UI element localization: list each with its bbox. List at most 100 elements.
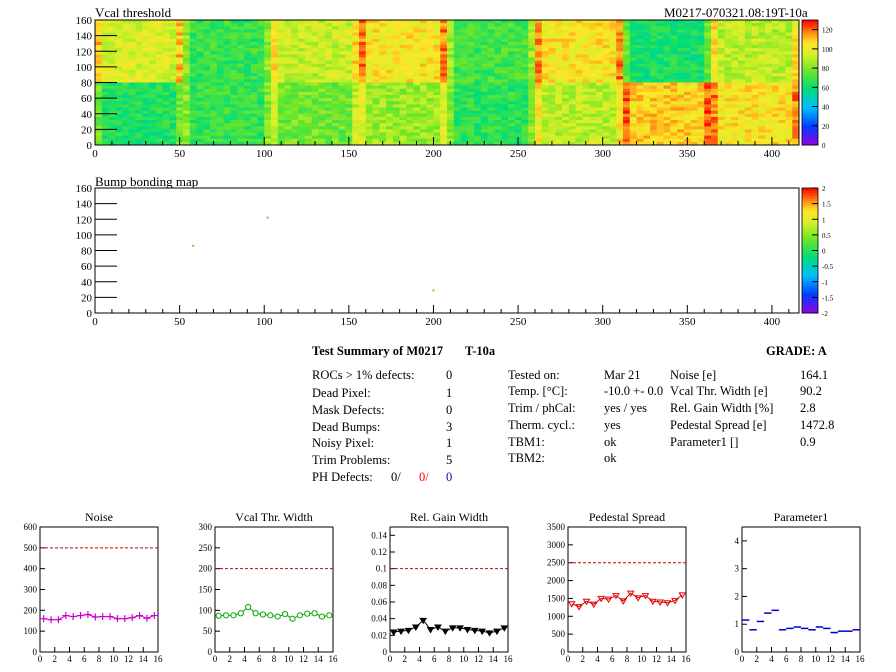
summary-plot-3-xtick-label-8: 16 (682, 654, 692, 664)
vcal-scale-band (802, 45, 818, 48)
col3-label-3: Pedestal Spread [e] (670, 418, 767, 432)
bump-xtick-label-2: 100 (256, 316, 273, 328)
summary-plot-3-xtick-label-2: 4 (595, 654, 600, 664)
bump-xtick-label-0: 0 (92, 316, 98, 328)
summary-plot-0-point-10 (113, 615, 121, 623)
summary-plot-3-ytick-label-5: 2500 (547, 558, 566, 568)
summary-plot-frame-3 (567, 526, 687, 653)
summary-plot-0-xtick-label-7: 14 (139, 654, 149, 664)
vcal-heat-cells (95, 20, 800, 146)
summary-plot-1-point-2 (230, 612, 237, 619)
summary-plot-2-point-4 (419, 617, 428, 625)
bump-scale-band (802, 243, 818, 246)
vcal-scale-band (802, 75, 818, 78)
summary-plot-1-point-11 (296, 612, 303, 619)
summary-plot-frame-4 (741, 526, 861, 653)
vcal-xtick-label-5: 250 (510, 148, 527, 160)
summary-plot-4-xtick-label-3: 6 (784, 654, 789, 664)
bump-xtick-label-7: 350 (679, 316, 696, 328)
summary-plot-3-xtick-label-5: 10 (637, 654, 647, 664)
summary-plot-3-ytick-label-4: 2000 (547, 576, 566, 586)
summary-plot-2-xtick-label-4: 8 (447, 654, 452, 664)
summary-plot-0-point-6 (84, 611, 92, 618)
bump-scale-band (802, 205, 818, 209)
summary-plot-3-point-12 (656, 599, 665, 606)
vcal-scale-band (802, 135, 818, 138)
summary-plot-3-point-0 (567, 601, 576, 608)
col3-label-1: Vcal Thr. Width [e] (670, 384, 768, 398)
col2-label-1: Temp. [°C]: (508, 384, 568, 398)
vcal-ytick-label-7: 140 (76, 31, 93, 43)
summary-plot-2-xtick-label-5: 10 (459, 654, 469, 664)
col3-value-3: 1472.8 (800, 418, 835, 432)
bump-scale-label-8: 2 (822, 185, 826, 193)
summary-plot-3-ytick-label-0: 0 (561, 647, 566, 657)
bump-scale-band (802, 248, 818, 251)
vcal-scale-band (802, 35, 818, 38)
summary-plot-2: Rel. Gain Width 0 0.02 0.04 0.06 0.08 0.1 0.12 0… (371, 510, 513, 664)
vcal-scale-band (802, 90, 818, 93)
vcal-scale-band (802, 87, 818, 91)
bump-scale-band (802, 233, 818, 236)
col3-label-0: Noise [e] (670, 368, 717, 382)
vcal-xtick-label-4: 200 (425, 148, 442, 160)
vcal-ytick-label-5: 100 (76, 62, 93, 74)
summary-plot-2-point-7 (441, 628, 450, 636)
bump-scale-band (802, 305, 818, 309)
vcal-scale-band (802, 37, 818, 41)
summary-plot-2-ytick-label-5: 0.1 (376, 564, 387, 574)
vcal-scale-band (802, 60, 818, 63)
summary-plot-2-point-11 (470, 627, 479, 635)
summary-plot-title-3: Pedestal Spread (589, 510, 665, 524)
vcal-ytick-label-8: 160 (76, 15, 93, 27)
bump-scale-band (802, 195, 818, 199)
summary-plot-3-point-8 (626, 590, 635, 598)
summary-plot-2-point-5 (426, 627, 435, 634)
col3-label-4: Parameter1 [] (670, 435, 739, 449)
vcal-scale-label-4: 80 (822, 65, 830, 73)
vcal-scale-band (802, 137, 818, 141)
summary-plot-0-ytick-label-3: 300 (24, 585, 38, 595)
bump-scale-label-6: 1 (822, 216, 826, 224)
summary-plot-3-xtick-label-0: 0 (566, 654, 571, 664)
vcal-scale-band (802, 42, 818, 46)
col1-label-0: ROCs > 1% defects: (312, 368, 415, 382)
vcal-scale-band (802, 127, 818, 131)
summary-plot-3-point-3 (589, 601, 598, 609)
summary-plot-3-xtick-label-7: 14 (667, 654, 677, 664)
summary-plot-2-point-9 (456, 625, 464, 632)
col3-value-4: 0.9 (800, 435, 816, 449)
vcal-ytick-label-4: 80 (81, 78, 93, 90)
summary-plot-3-ytick-label-2: 1000 (547, 611, 566, 621)
bump-ytick-label-3: 60 (81, 261, 93, 273)
summary-plot-0-point-3 (62, 612, 70, 620)
vcal-scale-band (802, 25, 818, 28)
bump-scale-band (802, 250, 818, 254)
summary-plot-1-point-13 (311, 610, 318, 617)
summary-plot-0-ytick-label-5: 500 (24, 543, 38, 553)
vcal-scale-band (802, 62, 818, 66)
bump-xtick-label-4: 200 (425, 316, 442, 328)
bump-ytick-label-2: 40 (81, 277, 93, 289)
summary-plot-2-xtick-label-2: 4 (417, 654, 422, 664)
summary-plot-3-point-14 (671, 598, 679, 605)
vcal-color-scale: 0 20 40 60 80 100 120 (801, 19, 833, 150)
summary-plot-line-0 (43, 613, 155, 621)
bump-scale-band (802, 213, 818, 216)
bump-scale-band (802, 308, 818, 311)
summary-plot-4-ytick-label-4: 4 (735, 536, 740, 546)
summary-plot-3-point-2 (582, 598, 591, 606)
vcal-scale-band (802, 30, 818, 33)
summary-plot-4-xtick-label-5: 10 (811, 654, 821, 664)
bump-scale-band (802, 223, 818, 226)
summary-plot-2-ytick-label-7: 0.14 (371, 530, 387, 540)
col1-label-5: Trim Problems: (312, 453, 391, 467)
summary-plot-2-point-10 (463, 627, 472, 634)
vcal-scale-band (802, 27, 818, 31)
summary-plot-2-point-14 (493, 628, 501, 636)
summary-plot-2-ytick-label-3: 0.06 (371, 597, 387, 607)
summary-plot-3-xtick-label-6: 12 (652, 654, 661, 664)
vcal-scale-band (802, 97, 818, 101)
